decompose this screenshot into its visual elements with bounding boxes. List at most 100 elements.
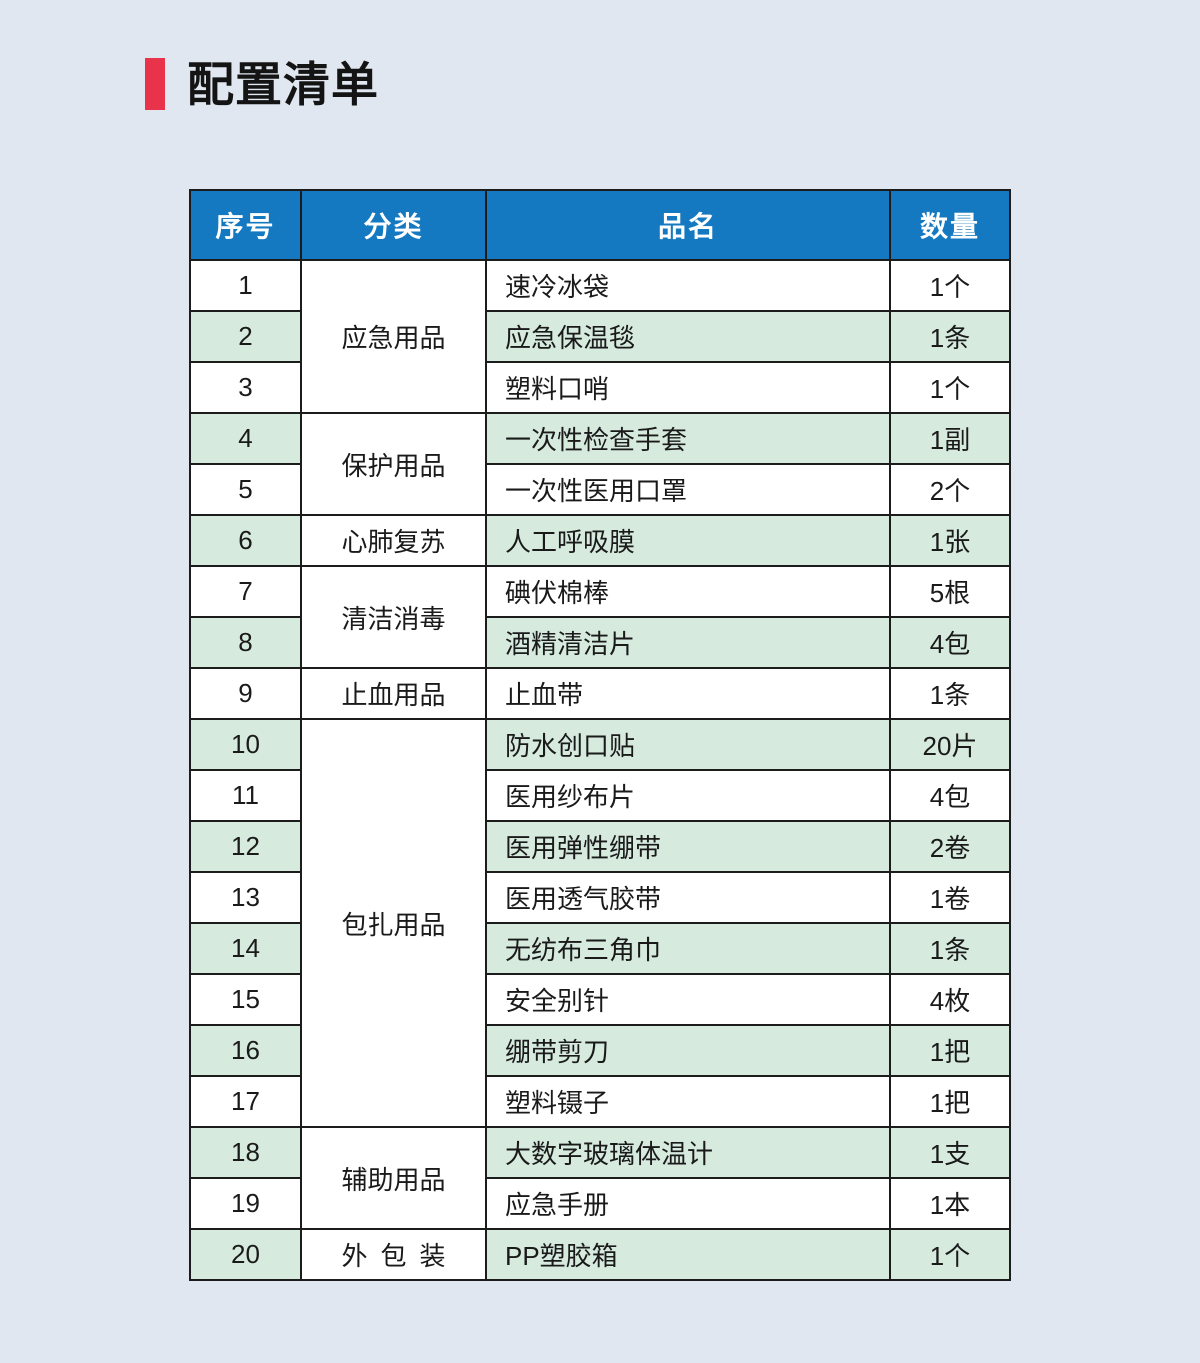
cell-name: 止血带	[486, 668, 891, 720]
cell-name: 应急手册	[486, 1178, 891, 1230]
cell-name: 绷带剪刀	[486, 1025, 891, 1077]
cell-quantity: 1个	[890, 260, 1010, 312]
cell-quantity: 4包	[890, 617, 1010, 669]
cell-quantity: 1个	[890, 362, 1010, 414]
cell-category: 辅助用品	[301, 1127, 487, 1230]
cell-quantity: 4枚	[890, 974, 1010, 1026]
page-title: 配置清单	[145, 58, 379, 110]
cell-quantity: 1个	[890, 1229, 1010, 1280]
cell-quantity: 1支	[890, 1127, 1010, 1179]
cell-index: 15	[190, 974, 302, 1026]
cell-index: 13	[190, 872, 302, 924]
cell-name: 大数字玻璃体温计	[486, 1127, 891, 1179]
cell-name: 塑料镊子	[486, 1076, 891, 1128]
column-header-name: 品名	[486, 190, 891, 261]
cell-quantity: 1把	[890, 1076, 1010, 1128]
table-row: 11 医用纱布片 4包	[190, 770, 1010, 822]
cell-index: 1	[190, 260, 302, 312]
cell-index: 2	[190, 311, 302, 363]
cell-name: PP塑胶箱	[486, 1229, 891, 1280]
cell-quantity: 5根	[890, 566, 1010, 618]
cell-name: 安全别针	[486, 974, 891, 1026]
cell-name: 酒精清洁片	[486, 617, 891, 669]
table-row: 17 塑料镊子 1把	[190, 1076, 1010, 1128]
cell-index: 16	[190, 1025, 302, 1077]
config-list-table: 序号 分类 品名 数量 1 应急用品 速冷冰袋 1个 2 应急保温毯 1条 3 塑料口哨 1个 4 保…	[189, 189, 1011, 1281]
cell-index: 7	[190, 566, 302, 618]
column-header-index: 序号	[190, 190, 302, 261]
cell-index: 9	[190, 668, 302, 720]
cell-name: 无纺布三角巾	[486, 923, 891, 975]
cell-name: 速冷冰袋	[486, 260, 891, 312]
table-row: 2 应急保温毯 1条	[190, 311, 1010, 363]
cell-quantity: 1张	[890, 515, 1010, 567]
cell-quantity: 1条	[890, 668, 1010, 720]
table-row: 14 无纺布三角巾 1条	[190, 923, 1010, 975]
cell-quantity: 2个	[890, 464, 1010, 516]
table-header-row: 序号 分类 品名 数量	[190, 190, 1010, 261]
cell-category-label: 外包装	[341, 1241, 459, 1271]
cell-name: 应急保温毯	[486, 311, 891, 363]
cell-name: 防水创口贴	[486, 719, 891, 771]
cell-index: 17	[190, 1076, 302, 1128]
column-header-category: 分类	[301, 190, 487, 261]
table-row: 20 外包装 PP塑胶箱 1个	[190, 1229, 1010, 1280]
config-list-table-wrapper: 序号 分类 品名 数量 1 应急用品 速冷冰袋 1个 2 应急保温毯 1条 3 塑料口哨 1个 4 保…	[189, 189, 1011, 1281]
cell-index: 14	[190, 923, 302, 975]
page-title-label: 配置清单	[187, 57, 379, 111]
cell-index: 3	[190, 362, 302, 414]
cell-name: 一次性检查手套	[486, 413, 891, 465]
cell-index: 20	[190, 1229, 302, 1280]
table-body: 1 应急用品 速冷冰袋 1个 2 应急保温毯 1条 3 塑料口哨 1个 4 保护用品 一次性检查手套 1副…	[190, 260, 1010, 1280]
cell-name: 碘伏棉棒	[486, 566, 891, 618]
table-row: 13 医用透气胶带 1卷	[190, 872, 1010, 924]
cell-name: 医用透气胶带	[486, 872, 891, 924]
cell-category: 应急用品	[301, 260, 487, 414]
cell-name: 医用弹性绷带	[486, 821, 891, 873]
cell-index: 4	[190, 413, 302, 465]
table-row: 4 保护用品 一次性检查手套 1副	[190, 413, 1010, 516]
cell-quantity: 1卷	[890, 872, 1010, 924]
column-header-quantity: 数量	[890, 190, 1010, 261]
cell-quantity: 2卷	[890, 821, 1010, 873]
cell-quantity: 1把	[890, 1025, 1010, 1077]
table-row: 6 心肺复苏 人工呼吸膜 1张	[190, 515, 1010, 567]
table-header: 序号 分类 品名 数量	[190, 190, 1010, 261]
cell-name: 一次性医用口罩	[486, 464, 891, 516]
cell-name: 人工呼吸膜	[486, 515, 891, 567]
title-accent-bar	[145, 58, 165, 110]
table-row: 1 应急用品 速冷冰袋 1个	[190, 260, 1010, 414]
cell-category: 清洁消毒	[301, 566, 487, 669]
table-row: 19 应急手册 1本	[190, 1178, 1010, 1230]
cell-index: 6	[190, 515, 302, 567]
table-row: 10 包扎用品 防水创口贴 20片	[190, 719, 1010, 1128]
table-row: 12 医用弹性绷带 2卷	[190, 821, 1010, 873]
table-row: 8 酒精清洁片 4包	[190, 617, 1010, 669]
cell-category: 外包装	[301, 1229, 487, 1280]
cell-quantity: 20片	[890, 719, 1010, 771]
cell-index: 19	[190, 1178, 302, 1230]
cell-name: 医用纱布片	[486, 770, 891, 822]
cell-quantity: 1条	[890, 311, 1010, 363]
table-row: 3 塑料口哨 1个	[190, 362, 1010, 414]
table-row: 15 安全别针 4枚	[190, 974, 1010, 1026]
cell-quantity: 4包	[890, 770, 1010, 822]
table-row: 16 绷带剪刀 1把	[190, 1025, 1010, 1077]
table-row: 9 止血用品 止血带 1条	[190, 668, 1010, 720]
cell-index: 18	[190, 1127, 302, 1179]
cell-quantity: 1本	[890, 1178, 1010, 1230]
cell-quantity: 1条	[890, 923, 1010, 975]
cell-category: 心肺复苏	[301, 515, 487, 567]
cell-index: 8	[190, 617, 302, 669]
cell-category: 保护用品	[301, 413, 487, 516]
cell-category: 包扎用品	[301, 719, 487, 1128]
cell-quantity: 1副	[890, 413, 1010, 465]
cell-index: 11	[190, 770, 302, 822]
table-row: 18 辅助用品 大数字玻璃体温计 1支	[190, 1127, 1010, 1230]
table-row: 7 清洁消毒 碘伏棉棒 5根	[190, 566, 1010, 669]
cell-index: 12	[190, 821, 302, 873]
cell-index: 10	[190, 719, 302, 771]
cell-index: 5	[190, 464, 302, 516]
cell-category: 止血用品	[301, 668, 487, 720]
